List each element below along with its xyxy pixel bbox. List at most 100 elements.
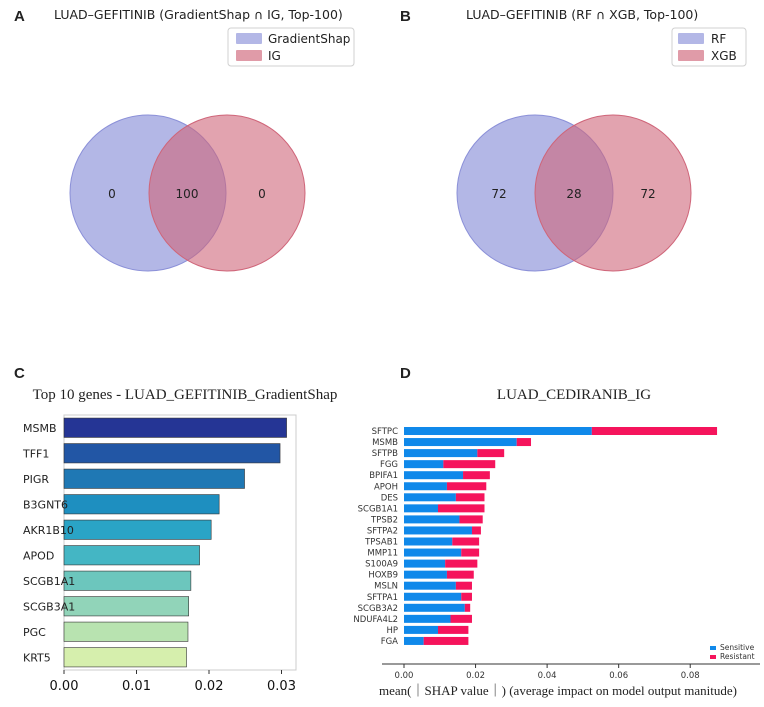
bar-resistant-sftpa2 [471,526,481,535]
bar-sensitive-fgg [404,460,444,469]
legend-swatch-sensitive [710,646,716,650]
y-tick-label-des: DES [381,493,398,503]
y-tick-label-scgb3a1: SCGB3A1 [23,600,75,613]
y-tick-label-tpsb2: TPSB2 [370,515,398,525]
y-tick-label-sftpb: SFTPB [372,449,398,459]
y-tick-label-ndufa4l2: NDUFA4L2 [353,615,398,625]
bar-resistant-sftpa1 [461,592,472,601]
legend-label-resistant: Resistant [720,652,755,661]
x-tick-label: 0.00 [395,671,414,681]
x-tick-label: 0.01 [122,679,151,694]
bar-resistant-fga [423,636,469,645]
venn-a-only-gradientshap: 0 [108,187,116,201]
x-tick-label: 0.00 [50,679,79,694]
x-tick-label: 0.08 [681,671,700,681]
bar-sensitive-msln [404,581,456,590]
venn-b-only-rf: 72 [491,187,506,201]
legend-swatch-resistant [710,655,716,659]
bar-sensitive-ndufa4l2 [404,614,451,623]
venn-a-only-ig: 0 [258,187,266,201]
panel-letter-a: A [14,8,25,25]
bar-sensitive-scgb1a1 [404,504,438,513]
bar-sensitive-tpsab1 [404,537,453,546]
y-tick-label-apod: APOD [23,549,54,562]
bar-sensitive-sftpa1 [404,592,462,601]
bar-resistant-bpifa1 [463,471,490,480]
venn-b-legend: RF XGB [671,27,747,67]
y-tick-label-b3gnt6: B3GNT6 [23,498,68,511]
bar-sensitive-hp [404,625,438,634]
stacked-bar-chart-shap: LUAD_CEDIRANIB_IG SFTPCMSMBSFTPBFGGBPIFA… [353,387,760,698]
bar-b3gnt6 [63,494,220,515]
legend-label-gradientshap: GradientShap [268,32,350,46]
y-tick-label-sftpa2: SFTPA2 [367,526,398,536]
y-tick-label-msmb: MSMB [372,438,398,448]
bar-sensitive-hoxb9 [404,570,447,579]
x-tick-label: 0.03 [267,679,296,694]
y-tick-label-scgb3a2: SCGB3A2 [358,604,398,614]
y-tick-label-msmb: MSMB [23,422,57,435]
x-tick-label: 0.04 [538,671,557,681]
y-tick-label-fga: FGA [381,637,398,647]
chart-c-plot-frame [63,414,297,671]
bar-resistant-s100a9 [445,559,478,568]
bar-apod [63,545,200,566]
venn-a-circle-ig [148,114,306,272]
bar-resistant-hp [437,625,469,634]
legend-label-rf: RF [711,32,726,46]
panel-letter-b: B [400,8,411,25]
venn-b-title: LUAD–GEFITINIB (RF ∩ XGB, Top-100) [466,7,698,22]
bar-sensitive-sftpb [404,449,478,458]
bar-resistant-scgb3a2 [464,603,471,612]
venn-a-intersection: 100 [176,187,199,201]
bar-sensitive-fga [404,636,424,645]
bar-akr1b10 [63,519,212,540]
venn-a-title: LUAD–GEFITINIB (GradientShap ∩ IG, Top-1… [54,7,343,22]
y-tick-label-pigr: PIGR [23,473,49,486]
y-tick-label-fgg: FGG [380,460,398,470]
chart-d-xlabel: mean(｜SHAP value｜) (average impact on mo… [379,683,737,698]
bar-resistant-mmp11 [461,548,480,557]
panel-letter-c: C [14,365,25,382]
x-tick-label: 0.02 [466,671,485,681]
bar-resistant-sftpc [591,427,718,435]
bar-sensitive-apoh [404,482,447,491]
y-tick-label-akr1b10: AKR1B10 [23,524,74,537]
chart-c-title: Top 10 genes - LUAD_GEFITINIB_GradientSh… [33,387,338,403]
y-tick-label-s100a9: S100A9 [365,560,398,570]
panel-letter-d: D [400,365,411,382]
bar-resistant-scgb1a1 [437,504,485,513]
bar-msmb [63,417,287,438]
x-tick-label: 0.02 [195,679,224,694]
bar-resistant-tpsab1 [452,537,480,546]
bar-tff1 [63,443,281,464]
bar-resistant-tpsb2 [459,515,483,524]
bar-resistant-fgg [443,460,496,469]
legend-swatch-ig [236,50,262,61]
y-tick-label-hoxb9: HOXB9 [368,571,398,581]
y-tick-label-apoh: APOH [374,482,398,492]
legend-label-xgb: XGB [711,49,737,63]
bar-chart-top10-genes: Top 10 genes - LUAD_GEFITINIB_GradientSh… [22,387,338,694]
legend-swatch-xgb [678,50,704,61]
venn-b-circle-xgb [534,114,692,272]
venn-chart-a: LUAD–GEFITINIB (GradientShap ∩ IG, Top-1… [54,7,355,272]
legend-label-ig: IG [268,49,281,63]
bar-sensitive-bpifa1 [404,471,464,480]
y-tick-label-sftpc: SFTPC [372,427,398,437]
y-tick-label-scgb1a1: SCGB1A1 [23,575,75,588]
bar-sensitive-s100a9 [404,559,446,568]
y-tick-label-tff1: TFF1 [22,447,49,460]
y-tick-label-hp: HP [386,626,398,636]
y-tick-label-scgb1a1: SCGB1A1 [358,504,398,514]
y-tick-label-krt5: KRT5 [23,651,51,664]
chart-d-legend: Sensitive Resistant [710,643,755,661]
y-tick-label-tpsab1: TPSAB1 [364,538,398,548]
bar-resistant-msmb [516,438,532,447]
legend-swatch-rf [678,33,704,44]
venn-b-only-xgb: 72 [640,187,655,201]
x-tick-label: 0.06 [609,671,628,681]
venn-chart-b: LUAD–GEFITINIB (RF ∩ XGB, Top-100) RF XG… [456,7,747,272]
venn-b-intersection: 28 [566,187,581,201]
bar-sensitive-msmb [404,438,517,447]
